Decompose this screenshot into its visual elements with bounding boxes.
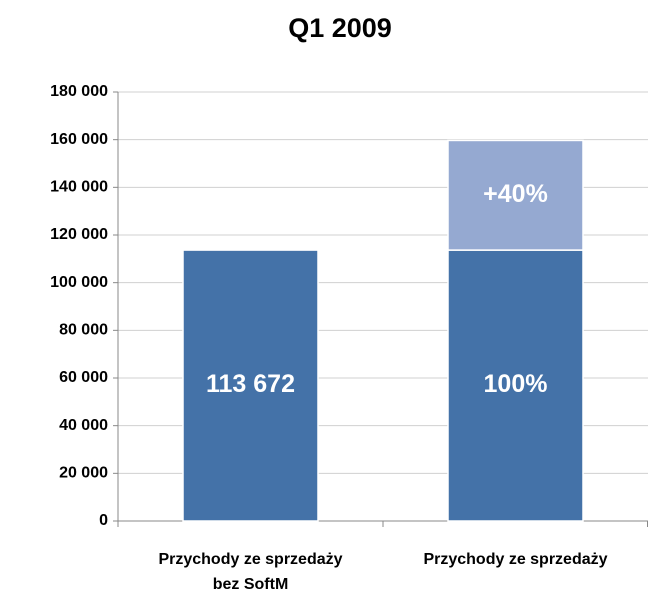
- bar-segment: [447, 139, 584, 251]
- y-tick-label: 80 000: [59, 322, 108, 339]
- y-tick-label: 160 000: [50, 131, 108, 148]
- y-tick-label: 180 000: [50, 83, 108, 100]
- y-tick-label: 40 000: [59, 417, 108, 434]
- y-tick-label: 0: [99, 512, 108, 529]
- annotation: +40%: [483, 180, 548, 208]
- y-tick-label: 60 000: [59, 369, 108, 386]
- bar-segment: [447, 249, 584, 522]
- bar-segment: [182, 249, 319, 522]
- annotation: 100%: [484, 370, 548, 398]
- y-tick-label: 100 000: [50, 274, 108, 291]
- value-label: 113 672: [206, 370, 295, 398]
- x-tick-label: Przychody ze sprzedaży bez SoftM: [158, 551, 342, 593]
- chart-title: Q1 2009: [288, 13, 392, 43]
- x-tick-label: Przychody ze sprzedaży: [423, 551, 607, 568]
- y-tick-label: 120 000: [50, 226, 108, 243]
- y-tick-label: 140 000: [50, 179, 108, 196]
- y-tick-label: 20 000: [59, 465, 108, 482]
